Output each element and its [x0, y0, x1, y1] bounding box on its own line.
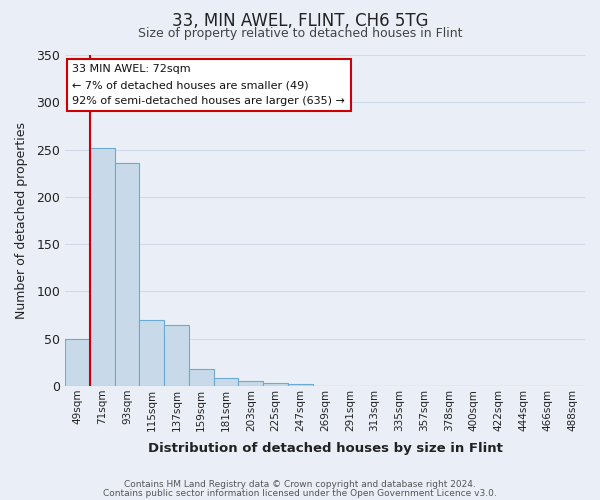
Bar — [139, 320, 164, 386]
Text: Size of property relative to detached houses in Flint: Size of property relative to detached ho… — [138, 28, 462, 40]
Bar — [263, 383, 288, 386]
Bar — [65, 338, 90, 386]
Text: 33, MIN AWEL, FLINT, CH6 5TG: 33, MIN AWEL, FLINT, CH6 5TG — [172, 12, 428, 30]
Bar — [214, 378, 238, 386]
Text: Contains public sector information licensed under the Open Government Licence v3: Contains public sector information licen… — [103, 488, 497, 498]
Bar — [288, 384, 313, 386]
Y-axis label: Number of detached properties: Number of detached properties — [15, 122, 28, 319]
Bar — [189, 369, 214, 386]
Bar — [90, 148, 115, 386]
Text: Contains HM Land Registry data © Crown copyright and database right 2024.: Contains HM Land Registry data © Crown c… — [124, 480, 476, 489]
Bar — [238, 382, 263, 386]
Bar — [164, 324, 189, 386]
Text: 33 MIN AWEL: 72sqm
← 7% of detached houses are smaller (49)
92% of semi-detached: 33 MIN AWEL: 72sqm ← 7% of detached hous… — [73, 64, 346, 106]
X-axis label: Distribution of detached houses by size in Flint: Distribution of detached houses by size … — [148, 442, 502, 455]
Bar — [115, 163, 139, 386]
